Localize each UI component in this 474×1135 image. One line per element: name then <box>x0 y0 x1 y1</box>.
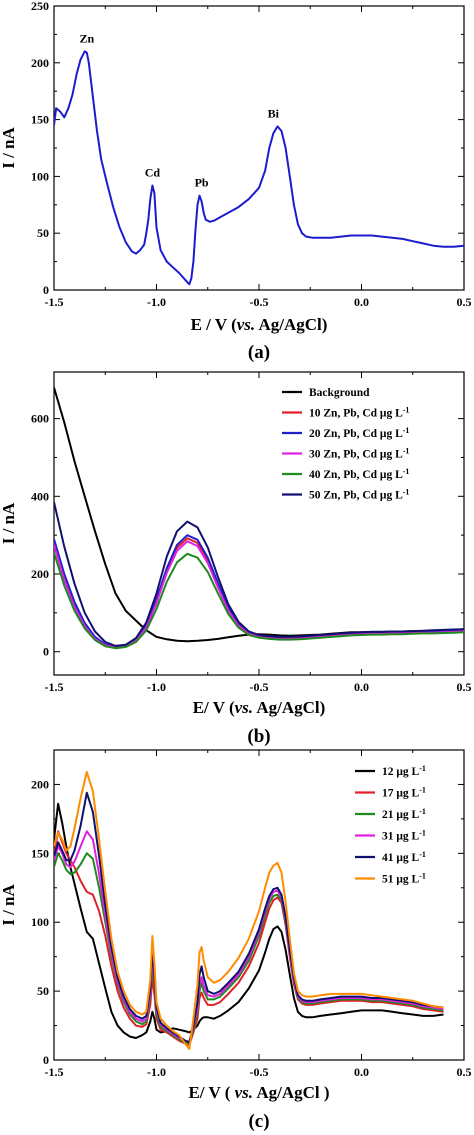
y-tick-label: 200 <box>31 56 49 70</box>
x-tick-label: -1.5 <box>45 1065 64 1079</box>
y-tick-label: 200 <box>31 777 49 791</box>
x-tick-label: 0.0 <box>354 1065 369 1079</box>
y-tick-label: 400 <box>31 489 49 503</box>
y-axis-label: I / nA <box>0 883 18 925</box>
legend-label: Background <box>309 387 370 399</box>
x-tick-label: -0.5 <box>250 1065 269 1079</box>
y-tick-label: 150 <box>31 846 49 860</box>
x-tick-label: -0.5 <box>250 680 269 694</box>
legend-label: 51 μg L-1 <box>382 871 426 886</box>
x-tick-label: -1.0 <box>147 295 166 309</box>
y-tick-label: 100 <box>31 915 49 929</box>
legend-label: 41 μg L-1 <box>382 850 426 865</box>
series-line <box>54 501 464 647</box>
chart-panel-a: -1.5 -1.0 -0.5 0.0 0.5 0 50 100 150 200 250 Zn Cd Pb B… <box>0 0 472 363</box>
peak-label: Pb <box>195 176 209 190</box>
x-tick-label: 0.0 <box>354 680 369 694</box>
legend-label: 30 Zn, Pb, Cd μg L-1 <box>309 446 409 461</box>
y-tick-label: 150 <box>31 113 49 127</box>
y-tick-label: 0 <box>43 283 49 297</box>
legend-label: 10 Zn, Pb, Cd μg L-1 <box>309 405 409 420</box>
series-line <box>54 791 444 1044</box>
y-tick-label: 0 <box>43 1053 49 1067</box>
series-group <box>54 771 444 1050</box>
x-axis-label: E / V (vs. Ag/AgCl) <box>191 315 328 334</box>
series-line <box>54 830 444 1046</box>
legend-label: 12 μg L-1 <box>382 764 426 779</box>
legend-label: 50 Zn, Pb, Cd μg L-1 <box>309 487 409 502</box>
peak-label: Bi <box>268 106 280 120</box>
series-group <box>54 387 464 650</box>
panel-label: (b) <box>247 726 270 747</box>
plot-frame <box>53 5 465 291</box>
y-tick-label: 600 <box>31 412 49 426</box>
x-tick-label: -1.5 <box>45 295 64 309</box>
chart-panel-b: -1.5 -1.0 -0.5 0.0 0.5 0 200 400 600 Background 10… <box>0 371 472 747</box>
y-tick-label: 100 <box>31 169 49 183</box>
x-tick-label: 0.5 <box>457 680 472 694</box>
series-line <box>54 552 464 650</box>
y-axis-label: I / nA <box>0 502 18 544</box>
chart-panel-c: -1.5 -1.0 -0.5 0.0 0.5 0 50 100 150 200 12 μg L-1 1… <box>0 749 472 1132</box>
x-tick-label: 0.0 <box>354 295 369 309</box>
x-tick-label: -1.0 <box>147 680 166 694</box>
y-tick-label: 250 <box>31 0 49 13</box>
series-line <box>54 50 464 286</box>
y-tick-label: 0 <box>43 645 49 659</box>
legend-label: 20 Zn, Pb, Cd μg L-1 <box>309 426 409 441</box>
legend-label: 40 Zn, Pb, Cd μg L-1 <box>309 467 409 482</box>
series-line <box>54 802 444 1039</box>
x-tick-label: -1.0 <box>147 1065 166 1079</box>
series-group <box>54 50 464 286</box>
x-axis-label: E/ V (vs. Ag/AgCl) <box>193 698 326 717</box>
series-line <box>54 771 444 1050</box>
panel-label: (a) <box>248 342 270 363</box>
peak-label: Zn <box>79 31 94 45</box>
panel-label: (c) <box>248 1111 269 1132</box>
y-tick-label: 50 <box>37 226 49 240</box>
series-line <box>54 830 444 1044</box>
x-tick-label: -0.5 <box>250 295 269 309</box>
y-axis-label: I / nA <box>0 126 18 168</box>
x-axis-label: E/ V ( vs. Ag/AgCl ) <box>188 1083 329 1102</box>
legend-label: 17 μg L-1 <box>382 785 426 800</box>
x-tick-label: -1.5 <box>45 680 64 694</box>
peak-label: Cd <box>145 165 161 179</box>
x-tick-label: 0.5 <box>457 1065 472 1079</box>
legend-label: 31 μg L-1 <box>382 828 426 843</box>
y-tick-label: 50 <box>37 984 49 998</box>
legend-label: 21 μg L-1 <box>382 807 426 822</box>
x-tick-label: 0.5 <box>457 295 472 309</box>
y-tick-label: 200 <box>31 567 49 581</box>
